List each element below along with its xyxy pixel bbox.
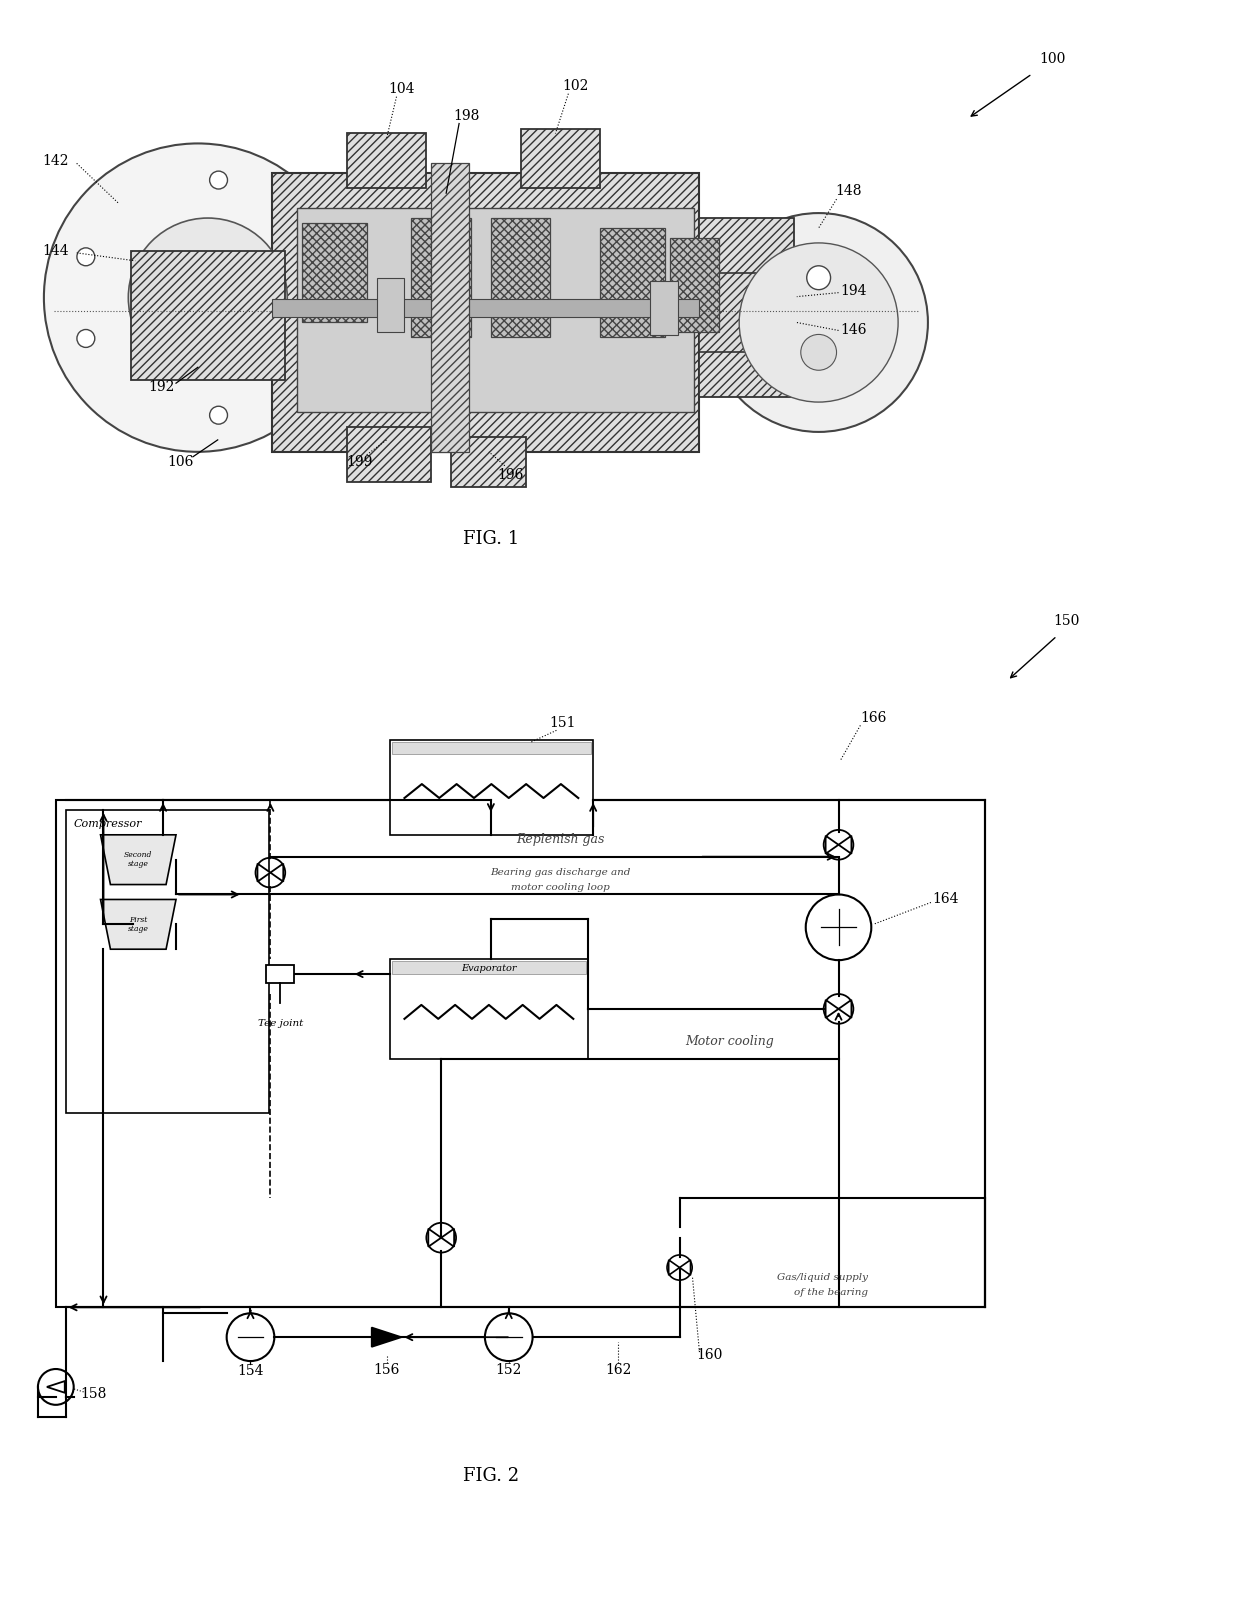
Bar (389, 740, 593, 834)
Polygon shape (372, 1328, 402, 1347)
Text: 156: 156 (373, 1363, 399, 1377)
Text: 199: 199 (346, 455, 373, 468)
Text: 154: 154 (237, 1365, 264, 1377)
Text: 194: 194 (841, 284, 867, 297)
Circle shape (128, 217, 288, 377)
Text: 162: 162 (605, 1363, 631, 1377)
Bar (600, 229, 665, 337)
Bar (699, 273, 813, 352)
Text: First
stage: First stage (128, 916, 149, 933)
Bar (347, 134, 427, 189)
Circle shape (301, 329, 319, 347)
Bar (131, 251, 285, 380)
Bar (66, 810, 269, 1114)
Text: Gas/liquid supply: Gas/liquid supply (777, 1274, 868, 1282)
Text: 102: 102 (562, 78, 589, 93)
Circle shape (807, 265, 831, 289)
Bar (303, 224, 367, 323)
Bar (273, 173, 699, 452)
Text: 166: 166 (861, 711, 887, 725)
Polygon shape (100, 834, 176, 885)
Circle shape (709, 213, 928, 431)
Text: 142: 142 (42, 155, 69, 168)
Text: 198: 198 (453, 109, 479, 123)
Bar (670, 238, 719, 332)
Text: 144: 144 (42, 244, 69, 257)
Circle shape (806, 895, 872, 960)
Text: 148: 148 (836, 184, 862, 198)
Circle shape (301, 248, 319, 265)
Polygon shape (680, 1259, 691, 1275)
Text: 104: 104 (388, 81, 414, 96)
Bar (347, 427, 432, 481)
Text: 164: 164 (932, 892, 959, 906)
Polygon shape (826, 1000, 838, 1018)
Circle shape (43, 144, 352, 452)
Bar (451, 436, 526, 487)
Text: Evaporator: Evaporator (461, 964, 517, 973)
Bar (521, 128, 600, 189)
Polygon shape (47, 1381, 64, 1393)
Bar (267, 965, 294, 983)
Text: of the bearing: of the bearing (795, 1288, 868, 1298)
Polygon shape (428, 1229, 441, 1246)
Polygon shape (441, 1229, 454, 1246)
Text: 196: 196 (497, 468, 525, 481)
Circle shape (485, 1314, 533, 1361)
Text: Tee joint: Tee joint (258, 1020, 303, 1029)
Bar (298, 208, 694, 412)
Text: 100: 100 (1039, 51, 1065, 66)
Text: 158: 158 (81, 1387, 107, 1401)
Polygon shape (100, 900, 176, 949)
Text: FIG. 1: FIG. 1 (463, 531, 520, 548)
Circle shape (739, 243, 898, 403)
Bar (412, 217, 471, 337)
Circle shape (801, 334, 837, 371)
Circle shape (164, 252, 253, 342)
Polygon shape (826, 836, 838, 853)
Circle shape (77, 248, 94, 265)
Polygon shape (668, 1259, 680, 1275)
Circle shape (210, 406, 227, 423)
Circle shape (38, 1369, 73, 1405)
Text: 150: 150 (1054, 614, 1080, 628)
Bar (650, 281, 677, 336)
Bar (392, 743, 591, 754)
Text: 152: 152 (496, 1363, 522, 1377)
Bar (377, 278, 404, 332)
Bar (273, 299, 699, 316)
Polygon shape (270, 863, 283, 882)
Circle shape (77, 329, 94, 347)
Text: 192: 192 (148, 380, 175, 395)
Text: 160: 160 (696, 1349, 723, 1361)
Circle shape (227, 1314, 274, 1361)
Text: 146: 146 (841, 323, 867, 337)
Polygon shape (838, 836, 852, 853)
Text: Replenish gas: Replenish gas (516, 833, 605, 847)
Text: 151: 151 (549, 716, 575, 730)
Polygon shape (258, 863, 270, 882)
Text: Second
stage: Second stage (124, 852, 153, 868)
Polygon shape (838, 1000, 852, 1018)
Text: Bearing gas discharge and: Bearing gas discharge and (490, 868, 631, 877)
Text: Compressor: Compressor (73, 818, 143, 829)
Bar (392, 960, 587, 975)
Bar (491, 217, 551, 337)
Text: FIG. 2: FIG. 2 (463, 1467, 518, 1486)
Text: motor cooling loop: motor cooling loop (511, 884, 610, 892)
Bar (56, 801, 985, 1307)
Text: 106: 106 (167, 455, 195, 468)
Bar (432, 163, 469, 452)
Text: Motor cooling: Motor cooling (684, 1036, 774, 1048)
Circle shape (210, 171, 227, 189)
Bar (389, 959, 588, 1058)
Bar (699, 217, 794, 398)
